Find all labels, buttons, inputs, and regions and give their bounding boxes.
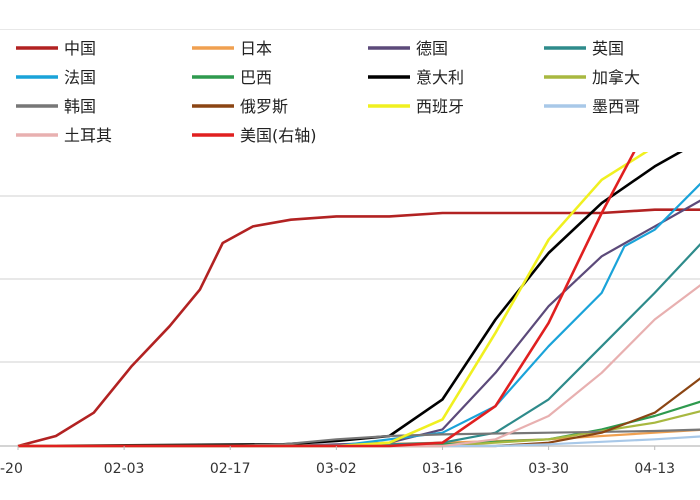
series-line-4 bbox=[18, 182, 700, 448]
legend-background bbox=[0, 30, 700, 152]
legend-label-10: 西班牙 bbox=[416, 97, 464, 116]
x-tick-label-1: 02-03 bbox=[104, 461, 145, 477]
x-tick-labels: -20 02-03 02-17 03-02 03-16 03-30 04-13 bbox=[0, 446, 675, 477]
legend-label-0: 中国 bbox=[64, 39, 96, 58]
legend-label-13: 美国(右轴) bbox=[240, 126, 317, 145]
series-line-10 bbox=[18, 107, 700, 448]
x-tick-label-6: 04-13 bbox=[634, 461, 675, 477]
legend-label-3: 英国 bbox=[592, 39, 624, 58]
legend-label-11: 墨西哥 bbox=[592, 97, 640, 116]
legend-label-6: 意大利 bbox=[416, 68, 464, 87]
series-line-3 bbox=[18, 243, 700, 448]
x-tick-label-0: -20 bbox=[0, 461, 23, 477]
x-tick-label-5: 03-30 bbox=[528, 461, 569, 477]
legend-label-1: 日本 bbox=[240, 39, 272, 58]
series-line-0 bbox=[17, 208, 700, 448]
series-line-2 bbox=[18, 199, 700, 448]
legend-label-4: 法国 bbox=[64, 68, 96, 87]
legend-label-2: 德国 bbox=[416, 39, 448, 58]
legend-label-7: 加拿大 bbox=[592, 68, 640, 87]
legend-label-9: 俄罗斯 bbox=[240, 97, 288, 116]
x-tick-label-2: 02-17 bbox=[210, 461, 251, 477]
legend-label-8: 韩国 bbox=[64, 97, 96, 116]
series-line-7 bbox=[18, 410, 700, 448]
x-tick-label-3: 03-02 bbox=[316, 461, 357, 477]
x-tick-label-4: 03-16 bbox=[422, 461, 463, 477]
legend-label-5: 巴西 bbox=[240, 68, 272, 87]
series-line-12 bbox=[18, 284, 700, 448]
legend-label-12: 土耳其 bbox=[64, 126, 112, 145]
series-line-9 bbox=[18, 377, 700, 448]
